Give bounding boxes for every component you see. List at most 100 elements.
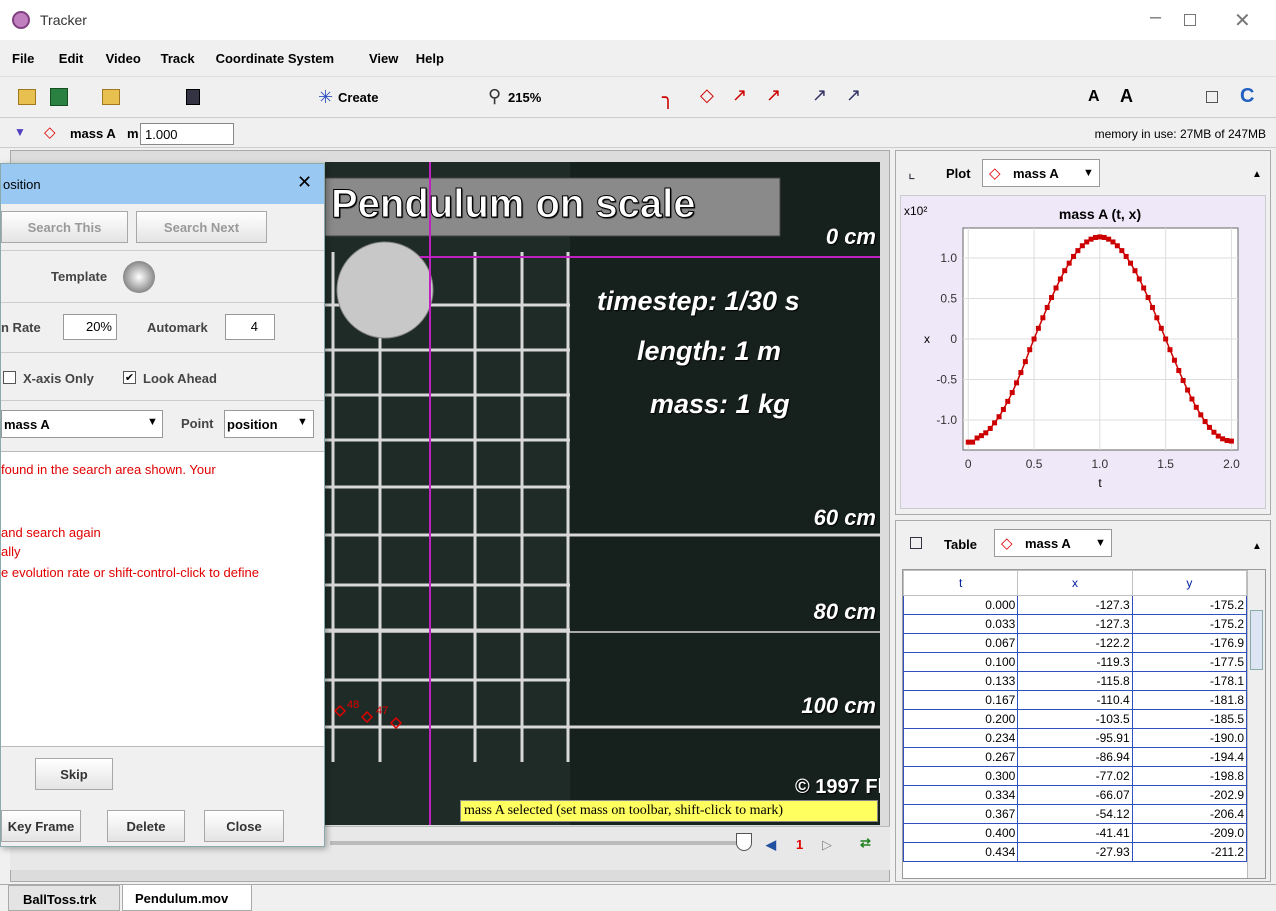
y-tick-label: 0.5 bbox=[940, 291, 957, 305]
data-point bbox=[1062, 268, 1068, 274]
data-point bbox=[1075, 248, 1081, 254]
menu-item[interactable]: Video bbox=[105, 51, 141, 66]
save-icon[interactable] bbox=[50, 88, 68, 106]
menu-bar: File Edit Video Track Coordinate System View H… bbox=[0, 44, 1276, 72]
search-this[interactable]: Search This bbox=[1, 211, 128, 243]
clip-icon[interactable] bbox=[186, 89, 200, 105]
track-icon[interactable]: ↗ bbox=[812, 85, 828, 105]
title-box bbox=[325, 177, 781, 237]
table-cell: -27.93 bbox=[1017, 842, 1133, 862]
tab-active[interactable]: Pendulum.mov bbox=[122, 885, 252, 911]
create-icon[interactable]: ✳ bbox=[318, 87, 334, 107]
memory-status: memory in use: 27MB of 247MB bbox=[1094, 127, 1266, 141]
track-icon[interactable]: ╮ bbox=[662, 87, 675, 109]
font-larger[interactable]: A bbox=[1120, 86, 1133, 106]
maximize[interactable] bbox=[1184, 14, 1196, 26]
menu-item[interactable]: Help bbox=[415, 51, 444, 66]
scrollbar[interactable] bbox=[1247, 570, 1265, 878]
data-point bbox=[1185, 387, 1191, 393]
menu-item[interactable]: View bbox=[369, 51, 399, 66]
track-name[interactable]: mass A bbox=[70, 126, 116, 141]
loop[interactable]: ⇄ bbox=[860, 835, 871, 850]
table-row: 0.234 -95.91 -190.0 bbox=[903, 728, 1248, 748]
message: and search again bbox=[1, 525, 101, 540]
chart: x10² mass A (t, x) x t 1.0 0.5 0 -0.5 -1.0 0 0… bbox=[904, 204, 1240, 490]
data-point bbox=[1176, 368, 1182, 374]
data-point bbox=[1136, 276, 1142, 282]
autotracker-dialog: osition ✕ Search This Search Next Templa… bbox=[0, 163, 325, 847]
refresh-icon[interactable]: C bbox=[1240, 85, 1255, 107]
delete-button[interactable]: Delete bbox=[107, 810, 185, 842]
search-next[interactable]: Search Next bbox=[136, 211, 267, 243]
x-axis-checkbox[interactable] bbox=[3, 371, 16, 384]
collapse[interactable]: ▲ bbox=[1252, 169, 1262, 180]
track-select[interactable]: mass A bbox=[1, 410, 163, 438]
step-back[interactable]: ◀ bbox=[766, 837, 776, 852]
point-label: 47 bbox=[376, 705, 389, 717]
column-header: y bbox=[1131, 570, 1248, 596]
table-cell: -110.4 bbox=[1017, 690, 1133, 710]
track-menu[interactable]: ▼ bbox=[14, 125, 26, 139]
table-cell: -122.2 bbox=[1017, 633, 1133, 653]
data-point bbox=[1040, 315, 1046, 321]
table-cell: -177.5 bbox=[1131, 652, 1248, 672]
data-point bbox=[1193, 404, 1199, 410]
tab-bar: BallToss.trk Pendulum.mov bbox=[0, 884, 1276, 911]
table-cell: 0.067 bbox=[903, 633, 1019, 653]
data-point bbox=[1189, 396, 1195, 402]
zoom-level[interactable]: 215% bbox=[508, 90, 542, 105]
collapse[interactable]: ▲ bbox=[1252, 541, 1262, 552]
data-point bbox=[1149, 304, 1155, 310]
slider-track bbox=[330, 841, 750, 845]
font-smaller[interactable]: A bbox=[1088, 88, 1100, 105]
automark-field[interactable]: 4 bbox=[225, 314, 275, 340]
mass-field[interactable]: 1.000 bbox=[140, 123, 234, 145]
dropdown-arrow[interactable]: ▼ bbox=[297, 416, 308, 428]
create-button[interactable]: Create bbox=[338, 90, 379, 105]
table-cell: -127.3 bbox=[1017, 595, 1133, 615]
table-cell: -127.3 bbox=[1017, 614, 1133, 634]
track-bar: ▼ ◇ mass A m 1.000 memory in use: 27MB o… bbox=[0, 120, 1276, 148]
chart-title: mass A (t, x) bbox=[1059, 206, 1141, 222]
track-icon[interactable]: ↗ bbox=[766, 85, 782, 105]
step-forward[interactable]: ▷ bbox=[822, 837, 832, 852]
track-icon[interactable]: ↗ bbox=[732, 85, 748, 105]
plot-track-select[interactable]: ◇ mass A ▼ bbox=[982, 159, 1100, 187]
data-point bbox=[1093, 234, 1098, 240]
import-icon[interactable] bbox=[102, 89, 120, 105]
key-frame-button[interactable]: Key Frame bbox=[1, 810, 81, 842]
data-point bbox=[1180, 377, 1186, 383]
app-icon bbox=[12, 11, 30, 29]
dropdown-arrow[interactable]: ▼ bbox=[147, 416, 158, 428]
video-caption: mass: 1 kg bbox=[650, 389, 790, 419]
y-multiplier: x10² bbox=[904, 204, 927, 218]
close-window[interactable]: ✕ bbox=[1234, 10, 1251, 32]
data-point bbox=[1031, 336, 1037, 342]
track-icon[interactable]: ↗ bbox=[846, 85, 862, 105]
table-track-select[interactable]: ◇ mass A ▼ bbox=[994, 529, 1112, 557]
rate-field[interactable]: 20% bbox=[63, 314, 117, 340]
menu-item[interactable]: Coordinate System bbox=[215, 51, 335, 66]
menu-item[interactable]: Track bbox=[160, 51, 195, 66]
menu-item[interactable]: Edit bbox=[58, 51, 84, 66]
point-select[interactable]: position bbox=[224, 410, 314, 438]
table-cell: -211.2 bbox=[1131, 842, 1248, 862]
minimize[interactable]: – bbox=[1150, 6, 1162, 28]
panel-icon[interactable] bbox=[1206, 91, 1218, 103]
track-icon[interactable]: ◇ bbox=[700, 85, 714, 105]
scale-label: 0 cm bbox=[825, 224, 876, 249]
slider-thumb[interactable] bbox=[736, 833, 752, 851]
menu-item[interactable]: File bbox=[12, 51, 35, 66]
scroll-thumb[interactable] bbox=[1250, 610, 1263, 670]
zoom-icon[interactable]: ⚲ bbox=[488, 86, 502, 106]
look-ahead-checkbox[interactable]: ✔ bbox=[123, 371, 136, 384]
data-point bbox=[1009, 390, 1015, 396]
skip-button[interactable]: Skip bbox=[35, 758, 113, 790]
table-cell: -185.5 bbox=[1131, 709, 1248, 729]
data-point bbox=[1211, 429, 1217, 435]
tab[interactable]: BallToss.trk bbox=[8, 885, 120, 911]
point-label: 48 bbox=[347, 699, 360, 711]
dialog-close[interactable]: ✕ bbox=[297, 172, 313, 192]
close-button[interactable]: Close bbox=[204, 810, 284, 842]
open-icon[interactable] bbox=[18, 89, 36, 105]
